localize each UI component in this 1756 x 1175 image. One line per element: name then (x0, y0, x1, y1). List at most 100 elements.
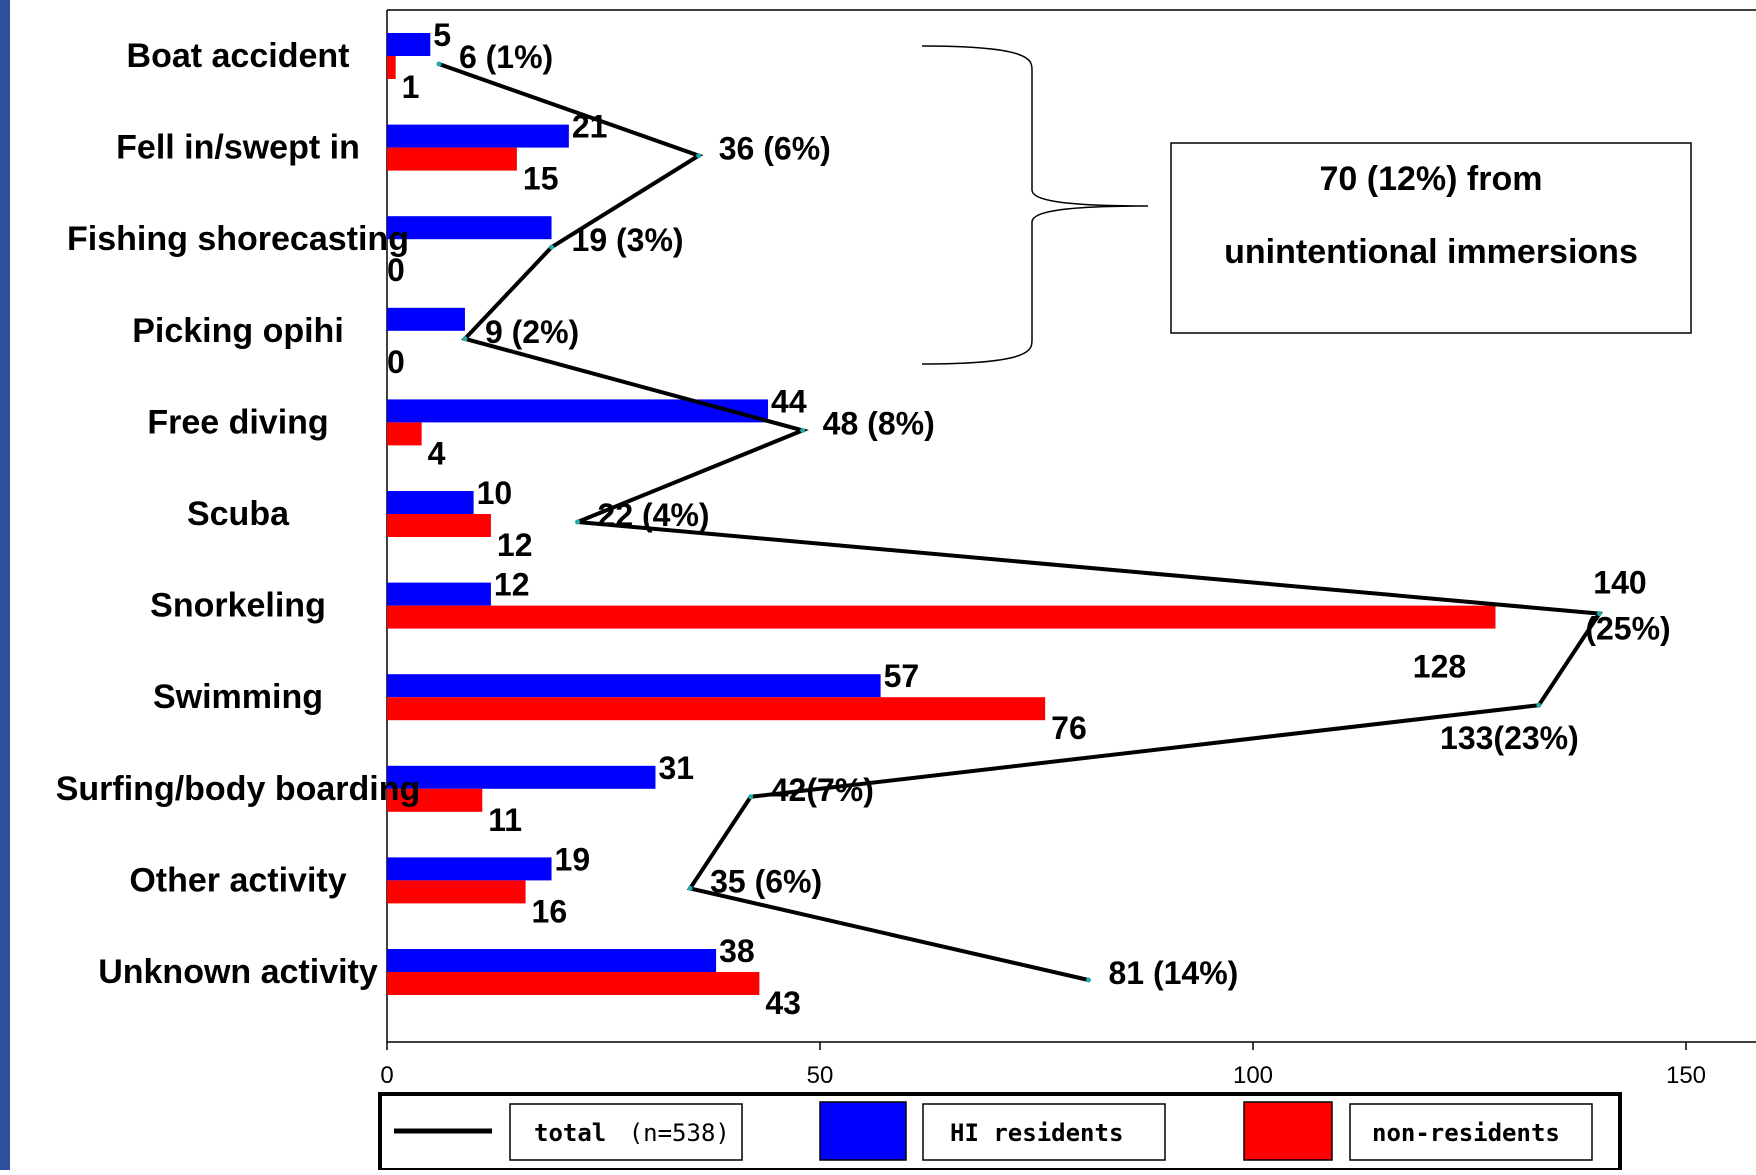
category-label: Fishing shorecasting (67, 220, 409, 258)
total-marker (1536, 702, 1542, 708)
value-label-non-residents: 11 (488, 802, 522, 838)
value-label-total: 81 (14%) (1108, 955, 1238, 991)
value-label-total: 48 (8%) (823, 405, 935, 441)
total-marker (436, 61, 442, 67)
bar-non-residents (387, 514, 491, 537)
category-label: Scuba (187, 495, 290, 533)
total-line-group (436, 61, 1603, 983)
legend-nonresidents-swatch (1243, 1101, 1333, 1161)
value-label-total: 36 (6%) (719, 131, 831, 167)
total-marker (748, 794, 754, 800)
bracket-brace (921, 45, 1149, 365)
value-label-hi-residents: 12 (494, 567, 530, 603)
legend-total-suffix: (n=538) (629, 1119, 730, 1147)
category-label: Other activity (129, 861, 346, 899)
legend: total (n=538) HI residents non-residents (378, 1092, 1622, 1172)
value-label-total: 133(23%) (1440, 720, 1579, 756)
x-tick-label: 0 (380, 1062, 393, 1089)
value-label-hi-residents: 31 (658, 750, 694, 786)
value-label-total: 22 (4%) (598, 497, 710, 533)
value-label-hi-residents: 38 (719, 933, 755, 969)
bar-non-residents (387, 788, 483, 812)
value-label-hi-residents: 21 (572, 109, 608, 145)
category-label: Picking opihi (132, 312, 344, 350)
value-label-total: 19 (3%) (572, 222, 684, 258)
value-label-hi-residents: 19 (555, 841, 591, 877)
value-label-non-residents: 0 (387, 252, 405, 288)
total-marker (687, 885, 693, 891)
value-label-non-residents: 15 (523, 161, 559, 197)
category-label: Boat accident (127, 37, 350, 75)
bar-hi-residents (387, 307, 465, 331)
x-tick-label: 150 (1666, 1062, 1706, 1089)
legend-nonresidents-box (1349, 1103, 1593, 1161)
bar-hi-residents (387, 765, 656, 789)
category-label: Free diving (147, 403, 328, 441)
category-label: Surfing/body boarding (56, 770, 421, 808)
value-label-total: 42(7%) (771, 772, 874, 808)
bar-non-residents (387, 880, 526, 904)
category-label: Unknown activity (98, 953, 378, 991)
value-label-hi-residents: 44 (771, 383, 807, 419)
left-decorative-strip (0, 0, 10, 1170)
value-label-non-residents: 76 (1051, 710, 1087, 746)
bar-hi-residents (387, 33, 431, 56)
legend-residents-swatch (819, 1101, 907, 1161)
total-marker (800, 427, 806, 433)
total-marker (462, 336, 468, 342)
value-label-non-residents: 16 (532, 893, 568, 929)
total-marker (549, 244, 555, 250)
bar-hi-residents (387, 491, 474, 514)
bar-hi-residents (387, 674, 881, 698)
bar-non-residents (387, 147, 517, 171)
bar-non-residents (387, 56, 396, 79)
value-label-total: 140 (1593, 565, 1646, 601)
total-marker (575, 519, 581, 525)
bar-non-residents (387, 972, 760, 995)
value-label-total: 9 (2%) (485, 314, 579, 350)
annotation-line-1: 70 (12%) from (1320, 160, 1543, 198)
total-marker (1596, 611, 1602, 617)
x-ticks-group: 0 50 100 150 (380, 1042, 1706, 1089)
bar-hi-residents (387, 582, 491, 606)
value-label-hi-residents: 10 (477, 475, 513, 511)
annotation-box (1170, 142, 1692, 334)
bar-hi-residents (387, 857, 552, 881)
legend-residents-box (922, 1103, 1166, 1161)
bar-non-residents (387, 605, 1496, 629)
value-label-total: (25%) (1585, 611, 1670, 647)
value-label-hi-residents: 57 (884, 658, 920, 694)
value-label-non-residents: 43 (765, 985, 801, 1021)
legend-total-label: total (n=538) (534, 1119, 730, 1147)
bar-non-residents (387, 422, 422, 446)
value-label-total: 6 (1%) (459, 39, 553, 75)
bar-hi-residents (387, 124, 569, 148)
bar-hi-residents (387, 949, 717, 972)
value-labels-group: 5 21 44 10 12 57 31 19 38 1 15 0 0 4 12 128 76 11 16 43 6 (1… (387, 17, 1671, 1021)
x-tick-label: 50 (807, 1062, 834, 1089)
value-label-hi-residents: 5 (433, 17, 451, 53)
value-label-non-residents: 4 (428, 435, 446, 471)
bars-group (387, 33, 1496, 995)
category-label: Fell in/swept in (116, 129, 360, 167)
category-label: Snorkeling (150, 587, 326, 625)
legend-nonresidents-label: non-residents (1372, 1119, 1560, 1147)
total-marker (1085, 977, 1091, 983)
legend-total-name: total (534, 1119, 606, 1147)
value-label-total: 35 (6%) (710, 863, 822, 899)
category-label: Swimming (153, 678, 323, 716)
bar-non-residents (387, 697, 1046, 721)
x-tick-label: 100 (1233, 1062, 1273, 1089)
total-marker (696, 153, 702, 159)
legend-total-box (509, 1103, 743, 1161)
value-label-non-residents: 12 (497, 527, 533, 563)
category-labels-group: Boat accident Fell in/swept in Fishing sho… (56, 37, 421, 991)
bar-hi-residents (387, 399, 769, 423)
annotation-line-2: unintentional immersions (1224, 233, 1638, 271)
value-label-non-residents: 1 (402, 69, 420, 105)
value-label-non-residents: 128 (1413, 649, 1466, 685)
value-label-non-residents: 0 (387, 344, 405, 380)
bar-hi-residents (387, 216, 552, 240)
